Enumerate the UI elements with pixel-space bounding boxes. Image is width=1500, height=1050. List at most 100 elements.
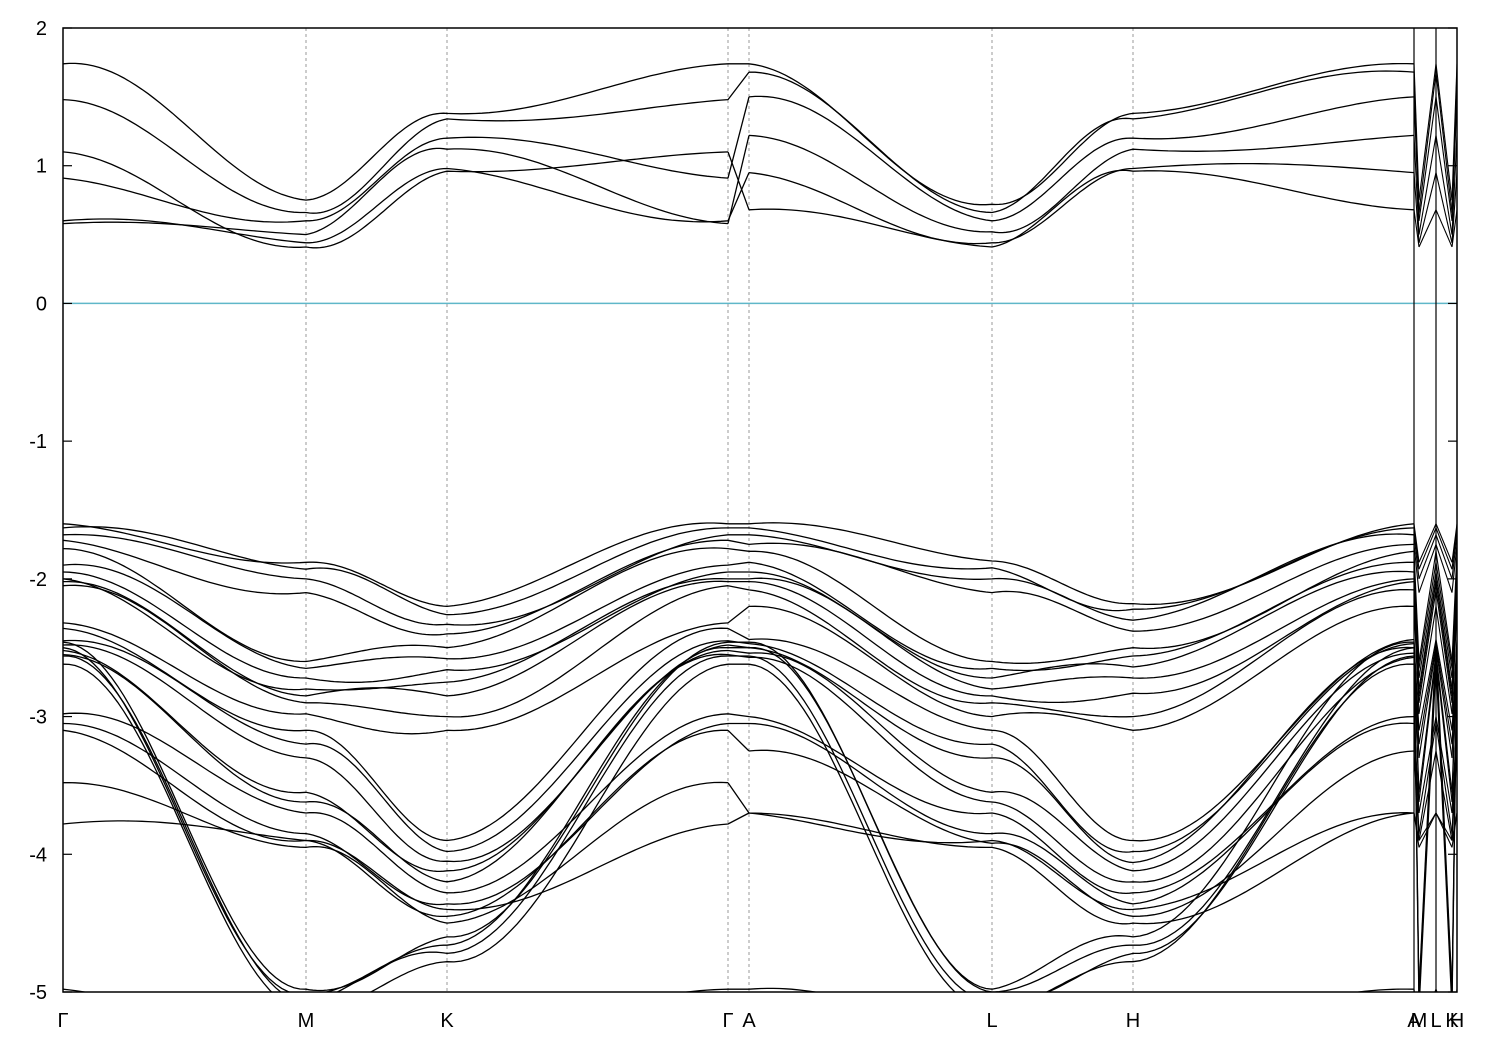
band-tail-segment [1418,647,1437,758]
band-line [63,162,1415,245]
band-tail-segment [1435,606,1453,714]
band-tail-segment [1451,664,1457,992]
band-tail-segment [1451,534,1457,579]
y-tick-label: 2 [36,18,47,40]
band-tail-segment [1418,63,1437,201]
band-tail-segment [1435,96,1453,221]
x-tick-label: L [1430,1010,1441,1032]
band-tail-segment [1418,96,1437,221]
band-tail-segment [1435,723,1453,834]
y-tick-label: 1 [36,156,47,178]
short-segment-panel [1413,28,1457,992]
band-tail-segment [1435,581,1453,696]
band-line [63,151,1415,249]
band-tail-segment [1418,209,1437,248]
band-tail-segment [1451,135,1457,235]
band-line [63,722,1415,906]
band-tail-segment [1418,750,1437,841]
grid-lines [305,28,1134,992]
plot-frame [62,27,1458,993]
band-tail-segment [1418,657,1437,803]
bands [63,62,1415,992]
band-tail-segment [1419,664,1437,992]
band-tail-segment [1435,172,1453,243]
band-line [63,812,1415,911]
band-tail-segment [1451,523,1457,563]
band-tail-segment [1418,551,1437,662]
band-tail-segment [1413,96,1420,221]
x-tick-label: M [298,1010,315,1032]
band-line [63,655,1415,992]
band-tail-segment [1435,571,1453,679]
band-line [63,987,1415,992]
band-tail-segment [1418,527,1437,570]
band-tail-segment [1435,643,1453,745]
band-tail-segment [1418,172,1437,243]
band-line [63,646,1415,992]
band-line [63,580,1415,704]
band-tail-segment [1413,172,1420,243]
band-line [63,539,1415,636]
band-tail-segment [1451,527,1457,570]
band-tail-segment [1435,562,1453,669]
band-tail-segment [1451,172,1457,243]
band-tail-segment [1435,750,1453,841]
band-tail-segment [1451,544,1457,593]
x-tick-label: H [1450,1010,1464,1032]
band-line [63,62,1415,206]
x-tick-label: K [1445,1010,1459,1032]
band-tail-segment [1451,96,1457,221]
band-tail-segment [1418,571,1437,679]
band-line [63,561,1414,672]
y-tick-label: -3 [29,707,47,729]
y-tick-label: -1 [29,431,47,453]
band-tail-segment [1435,523,1453,563]
band-line [63,781,1415,925]
band-line [63,70,1415,214]
band-tail-segment [1418,589,1437,703]
band-tail-segment [1435,527,1453,570]
x-tick-label: A [742,1010,756,1032]
band-tail-segment [1418,544,1437,593]
band-line [63,134,1415,236]
band-tail-segment [1435,72,1453,213]
band-tail-segment [1413,534,1420,579]
band-tail-segment [1435,653,1453,793]
band-tail-segment [1451,209,1457,248]
band-tail-segment [1413,606,1420,714]
band-tail-segment [1435,664,1452,992]
band-line [63,526,1415,616]
band-tail-segment [1435,657,1453,803]
band-line [63,584,1415,718]
band-tail-segment [1413,523,1420,563]
band-tail-segment [1435,551,1453,662]
x-tick-label: H [1126,1010,1140,1032]
band-line [63,95,1415,223]
y-tick-label: 0 [36,293,47,315]
band-tail-segment [1418,639,1437,731]
x-tick-label: A [1407,1010,1421,1032]
band-line [63,653,1415,883]
band-tail-segment [1435,639,1453,731]
band-tail-segment [1413,135,1420,235]
band-line [63,663,1415,992]
band-tail-segment [1413,209,1420,248]
band-line [63,605,1415,735]
band-tail-segment [1451,589,1457,703]
x-tick-label: Γ [57,1010,68,1032]
band-tail-segment [1413,664,1420,992]
band-line [63,649,1415,873]
y-tick-label: -4 [29,844,47,866]
y-axis: 2 1 0 -1 -2 -3 -4 -5 [29,18,1457,1004]
band-tail-segment [1418,72,1437,213]
band-tail-segment [1413,544,1420,593]
band-tail-segment [1451,606,1457,714]
band-tail-segment [1435,647,1453,758]
band-tail-segment [1435,589,1453,703]
band-tail-segment [1435,209,1453,248]
band-tail-segment [1435,534,1453,580]
band-tail-segment [1418,135,1437,235]
x-tick-label: Γ [722,1010,733,1032]
band-tail-segment [1435,63,1453,201]
